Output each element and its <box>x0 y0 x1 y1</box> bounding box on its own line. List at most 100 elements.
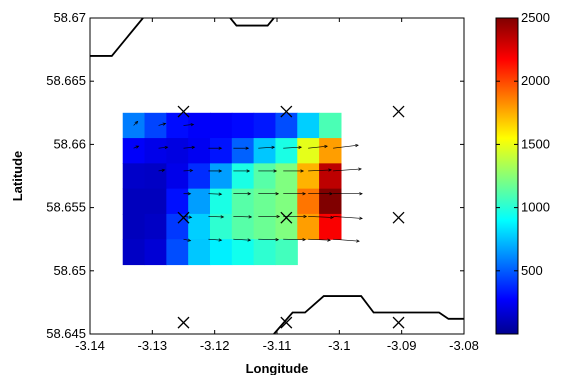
coastline <box>229 18 275 27</box>
vector-arrow <box>158 169 165 172</box>
heatmap-cell <box>144 163 167 190</box>
vector-arrow <box>233 216 252 218</box>
heatmap-cell <box>297 213 320 240</box>
heatmap-cell <box>209 138 233 164</box>
y-axis-label: Latitude <box>10 151 25 202</box>
colorbar-tick-label: 2500 <box>521 10 550 25</box>
vector-arrow <box>333 168 362 172</box>
heatmap-cell <box>209 239 233 266</box>
vector-arrow <box>208 216 224 218</box>
heatmap-cell <box>144 138 167 164</box>
station-marker-stroke <box>280 316 293 329</box>
vector-arrow <box>183 146 195 149</box>
coastline <box>273 295 464 334</box>
vector-arrow <box>158 123 166 126</box>
heatmap-cell <box>297 188 320 215</box>
heatmap-cell <box>209 112 233 139</box>
station-marker-stroke <box>392 211 405 224</box>
vector-arrow <box>258 146 275 149</box>
heatmap-cell <box>122 213 146 240</box>
vector-arrowhead <box>298 145 303 149</box>
vector-arrowhead <box>162 122 167 126</box>
colorbar-tick-label: 1000 <box>521 200 550 215</box>
station-marker <box>280 211 293 224</box>
vector-arrowhead <box>302 192 307 196</box>
colorbar-tick-label: 500 <box>521 263 543 278</box>
heatmap-cell <box>188 112 211 139</box>
vector-arrow <box>208 238 222 241</box>
station-marker-stroke <box>177 316 190 329</box>
heatmap-cell <box>319 163 342 190</box>
heatmap-cell <box>166 138 189 164</box>
vector-arrowhead <box>327 238 331 242</box>
heatmap-cell <box>253 138 277 164</box>
vector-arrowhead <box>329 192 333 196</box>
heatmap-cell <box>275 239 298 266</box>
vector-arrowhead <box>328 168 332 172</box>
vector-arrowhead <box>135 145 140 149</box>
heatmap-cell <box>144 188 167 215</box>
station-marker <box>392 211 405 224</box>
heatmap-cell <box>319 188 342 215</box>
vector-arrowhead <box>161 168 166 172</box>
vector-arrowhead <box>355 143 359 148</box>
heatmap-cell <box>253 163 277 190</box>
heatmap-cell <box>253 188 277 215</box>
x-axis-label: Longitude <box>246 361 309 375</box>
vector-arrow <box>258 238 279 241</box>
coastline-group <box>90 18 464 334</box>
heatmap-cell <box>166 163 189 190</box>
y-tick-label: 58.645 <box>46 326 86 341</box>
vector-arrow <box>183 124 194 126</box>
station-marker-stroke <box>177 105 190 118</box>
vector-arrowhead <box>191 145 196 150</box>
vector-arrowhead <box>220 215 225 219</box>
vector-arrowhead <box>218 192 223 196</box>
station-markers <box>177 105 405 329</box>
heatmap-cell <box>122 138 146 164</box>
heatmap-cell <box>319 138 342 164</box>
heatmap-cell <box>209 163 233 190</box>
vector-arrows <box>133 120 363 243</box>
heatmap-cell <box>275 188 298 215</box>
vector-arrow <box>283 238 306 241</box>
colorbar <box>495 17 519 335</box>
station-marker <box>177 316 190 329</box>
vector-arrowhead <box>271 145 276 149</box>
vector-arrowhead <box>218 169 223 173</box>
vector-arrowhead <box>359 216 363 220</box>
vector-arrowhead <box>218 146 223 150</box>
vector-arrow <box>183 170 193 172</box>
heatmap-cell <box>253 239 277 266</box>
y-tick-label: 58.655 <box>46 200 86 215</box>
x-tick-label: -3.1 <box>328 338 350 353</box>
vector-arrow <box>308 216 334 218</box>
y-tick-label: 58.665 <box>46 73 86 88</box>
heatmap-cell <box>231 163 255 190</box>
vector-arrowhead <box>276 214 281 219</box>
vector-arrowhead <box>246 169 251 173</box>
heatmap-cell <box>209 213 233 240</box>
vector-arrow <box>133 145 139 149</box>
heatmap-cell <box>144 239 167 266</box>
heatmap-cell <box>275 163 298 190</box>
vector-arrowhead <box>356 239 360 243</box>
station-marker <box>280 105 293 118</box>
heatmap-cell <box>144 213 167 240</box>
heatmap-cell <box>253 213 277 240</box>
heatmap-cell <box>166 239 189 266</box>
heatmap-cell <box>122 239 146 266</box>
vector-arrowhead <box>303 214 308 219</box>
x-tick-label: -3.08 <box>449 338 479 353</box>
heatmap-cell <box>166 112 189 139</box>
station-marker <box>392 105 405 118</box>
vector-arrow <box>158 146 168 149</box>
heatmap-cell <box>297 138 320 164</box>
station-marker-stroke <box>177 211 190 224</box>
station-marker-stroke <box>280 211 293 224</box>
heatmap-cell <box>231 239 255 266</box>
heatmap-cell <box>275 112 298 139</box>
heatmap-cell <box>231 112 255 139</box>
vector-arrow <box>183 238 191 242</box>
